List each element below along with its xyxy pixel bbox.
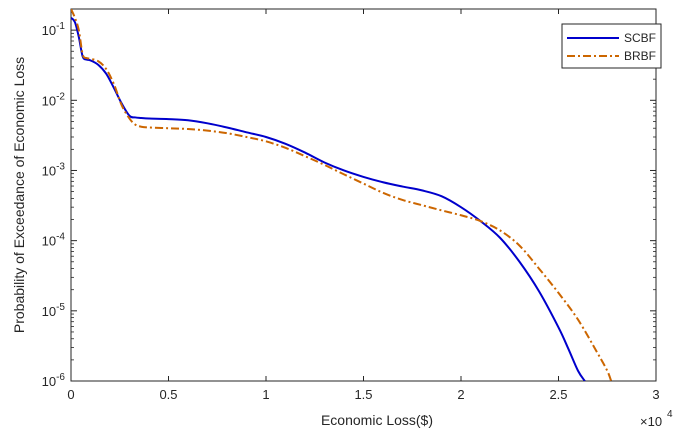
x-tick-label: 0.5 <box>159 387 177 402</box>
plot-area <box>70 8 657 382</box>
series-layer <box>71 9 613 381</box>
series-line-scbf <box>71 17 586 381</box>
y-tick-label: 10-6 <box>42 372 66 389</box>
y-tick-label: 10-1 <box>42 21 66 38</box>
x-multiplier-base: ×10 <box>640 414 662 429</box>
y-axis-ticks: 10-1 10-2 10-3 10-4 10-5 10-6 <box>42 8 656 389</box>
x-tick-label: 1.5 <box>354 387 372 402</box>
series-line-brbf <box>71 9 613 381</box>
x-tick-label: 3 <box>652 387 659 402</box>
legend: SCBF BRBF <box>561 23 662 69</box>
x-tick-label: 0 <box>67 387 74 402</box>
x-tick-label: 2 <box>457 387 464 402</box>
legend-box <box>561 23 662 69</box>
y-tick-label: 10-2 <box>42 91 66 108</box>
plot-frame <box>70 8 657 382</box>
y-tick-label: 10-3 <box>42 161 66 178</box>
y-tick-label: 10-4 <box>42 232 66 249</box>
y-tick-label: 10-5 <box>42 302 66 319</box>
legend-label-scbf: SCBF <box>624 31 656 45</box>
x-tick-label: 1 <box>262 387 269 402</box>
legend-label-brbf: BRBF <box>624 49 656 63</box>
x-axis-multiplier: ×10 4 <box>640 409 673 429</box>
x-multiplier-exponent: 4 <box>667 409 673 420</box>
x-axis-label: Economic Loss($) <box>321 412 433 428</box>
x-tick-label: 2.5 <box>549 387 567 402</box>
x-axis-ticks: 0 0.5 1 1.5 2 2.5 3 <box>67 9 660 402</box>
y-axis-label: Probability of Exceedance of Economic Lo… <box>11 57 27 333</box>
